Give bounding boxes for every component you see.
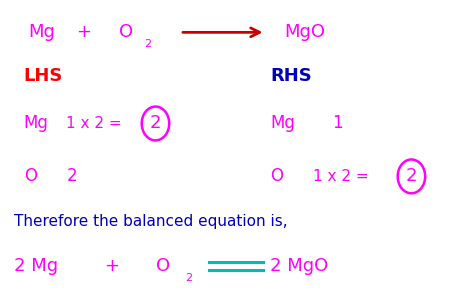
- Text: 2: 2: [185, 273, 192, 283]
- Text: LHS: LHS: [24, 67, 63, 86]
- Text: Therefore the balanced equation is,: Therefore the balanced equation is,: [14, 214, 288, 230]
- Text: 2 MgO: 2 MgO: [270, 257, 328, 275]
- Text: 1: 1: [332, 114, 342, 133]
- Text: Mg: Mg: [28, 23, 55, 41]
- Text: 2 Mg: 2 Mg: [14, 257, 58, 275]
- Text: 1 x 2 =: 1 x 2 =: [313, 169, 368, 184]
- Text: MgO: MgO: [284, 23, 325, 41]
- Text: 2: 2: [149, 114, 161, 133]
- Text: Mg: Mg: [270, 114, 295, 133]
- Text: O: O: [156, 257, 171, 275]
- Text: O: O: [24, 167, 36, 186]
- Text: 1 x 2 =: 1 x 2 =: [66, 116, 122, 131]
- Text: +: +: [104, 257, 119, 275]
- Text: RHS: RHS: [270, 67, 312, 86]
- Text: 2: 2: [405, 167, 417, 186]
- Text: +: +: [76, 23, 91, 41]
- Text: 2: 2: [145, 39, 152, 49]
- Text: O: O: [270, 167, 283, 186]
- Text: 2: 2: [66, 167, 77, 186]
- Text: Mg: Mg: [24, 114, 48, 133]
- Text: O: O: [118, 23, 133, 41]
